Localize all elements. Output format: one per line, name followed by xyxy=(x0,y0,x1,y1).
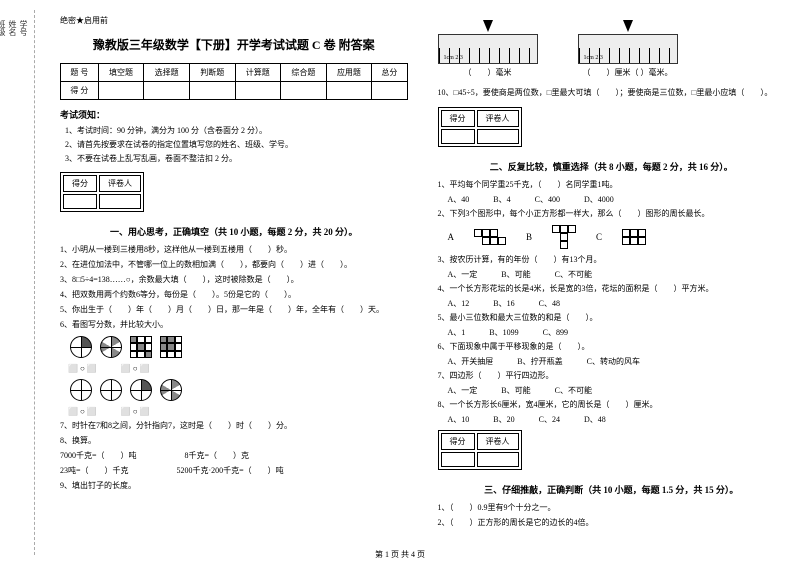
compare-row: ⬜ ○ ⬜ ⬜ ○ ⬜ xyxy=(68,406,400,417)
grader-box: 得分 评卷人 xyxy=(60,172,144,212)
p2q2: 2、下列3个图形中，每个小正方形都一样大，那么（ ）图形的周长最长。 xyxy=(438,208,786,220)
p2q5: 5、最小三位数和最大三位数的和是（ ）。 xyxy=(438,312,786,324)
opt-label: A xyxy=(448,232,455,242)
fraction-row2 xyxy=(70,379,398,401)
fraction-row1 xyxy=(70,336,398,358)
td xyxy=(235,82,281,100)
side-label: 班级 xyxy=(0,20,7,545)
td xyxy=(98,82,144,100)
p2q8: 8、一个长方形长6厘米，宽4厘米，它的周长是（ ）厘米。 xyxy=(438,399,786,411)
ruler-2: 1cm 2 3 （ ）厘米（ ）毫米。 xyxy=(578,20,678,82)
compare-row: ⬜ ○ ⬜ ⬜ ○ ⬜ xyxy=(68,363,400,374)
q10: 10、□45÷5，要使商是两位数，□里最大可填（ ）；要使商是三位数，□里最小应… xyxy=(438,87,786,99)
q1: 1、小明从一楼到三楼用8秒，这样他从一楼到五楼用（ ）秒。 xyxy=(60,244,408,256)
td xyxy=(144,82,190,100)
instruction: 3、不要在试卷上乱写乱画，卷面不整洁扣 2 分。 xyxy=(65,153,408,164)
binding-margin: 学号 姓名 班级 学校 乡镇(街道) xyxy=(10,10,35,555)
p2q3-opts: A、一定 B、可能 C、不可能 xyxy=(448,269,786,280)
p2q4: 4、一个长方形花坛的长是4米，长是宽的3倍，花坛的面积是（ ）平方米。 xyxy=(438,283,786,295)
exam-title: 豫教版三年级数学【下册】开学考试试题 C 卷 附答案 xyxy=(60,36,408,53)
shape-options: A B C xyxy=(448,225,776,249)
p3q2: 2、（ ）正方形的周长是它的边长的4倍。 xyxy=(438,517,786,529)
instruction: 1、考试时间：90 分钟，满分为 100 分（含卷面分 2 分）。 xyxy=(65,125,408,136)
part2-title: 二、反复比较，慎重选择（共 8 小题，每题 2 分，共 16 分）。 xyxy=(438,160,786,173)
tetromino-b-icon xyxy=(552,225,576,249)
arrow-down-icon xyxy=(623,20,633,32)
q7: 7、时针在7和8之间，分针指向7，这时是（ ）时（ ）分。 xyxy=(60,420,408,432)
instruction: 2、请首先按要求在试卷的指定位置填写您的姓名、班级、学号。 xyxy=(65,139,408,150)
grader-name: 评卷人 xyxy=(99,175,141,192)
score-table: 题 号 填空题 选择题 判断题 计算题 综合题 应用题 总分 得 分 xyxy=(60,63,408,100)
th: 填空题 xyxy=(98,64,144,82)
th: 选择题 xyxy=(144,64,190,82)
grid-fraction-icon xyxy=(130,336,152,358)
circle-fraction-icon xyxy=(70,336,92,358)
q2: 2、在进位加法中，不管哪一位上的数相加满（ ），都要向（ ）进（ ）。 xyxy=(60,259,408,271)
ruler-unit: （ ）厘米（ ）毫米。 xyxy=(578,67,678,79)
right-column: 1cm 2 3 （ ）毫米 1cm 2 3 （ ）厘米（ ）毫米。 10、□45… xyxy=(433,10,791,555)
instructions-list: 1、考试时间：90 分钟，满分为 100 分（含卷面分 2 分）。 2、请首先按… xyxy=(60,125,408,164)
td xyxy=(281,82,327,100)
circle-fraction-icon xyxy=(100,336,122,358)
q8: 8、换算。 xyxy=(60,435,408,447)
p2q1-opts: A、40 B、4 C、400 D、4000 xyxy=(448,194,786,205)
p2q4-opts: A、12 B、16 C、48 xyxy=(448,298,786,309)
ruler-icon: 1cm 2 3 xyxy=(438,34,538,64)
side-label: 姓名 xyxy=(7,20,18,545)
tetromino-a-icon xyxy=(474,229,506,245)
circle-fraction-icon xyxy=(160,379,182,401)
p2q1: 1、平均每个同学重25千克，（ ）名同学重1吨。 xyxy=(438,179,786,191)
circle-fraction-icon xyxy=(130,379,152,401)
part1-title: 一、用心思考，正确填空（共 10 小题，每题 2 分，共 20 分）。 xyxy=(60,225,408,238)
td xyxy=(372,82,407,100)
td xyxy=(189,82,235,100)
p2q5-opts: A、1 B、1099 C、899 xyxy=(448,327,786,338)
part3-title: 三、仔细推敲，正确判断（共 10 小题，每题 1.5 分，共 15 分）。 xyxy=(438,483,786,496)
grader-score: 得分 xyxy=(63,175,97,192)
ruler-unit: （ ）毫米 xyxy=(438,67,538,79)
circle-fraction-icon xyxy=(70,379,92,401)
tetromino-c-icon xyxy=(622,229,646,245)
p2q6: 6、下面现象中属于平移现象的是（ ）。 xyxy=(438,341,786,353)
grid-fraction-icon xyxy=(160,336,182,358)
q4: 4、把双数用两个约数6等分，每份是（ ）。5份是它的（ ）。 xyxy=(60,289,408,301)
p2q6-opts: A、开关抽屉 B、拧开瓶盖 C、转动的风车 xyxy=(448,356,786,367)
opt-label: B xyxy=(526,232,532,242)
side-label: 学号 xyxy=(18,20,29,545)
q3: 3、8□5÷4=138……○，余数最大填（ ），这时被除数是（ ）。 xyxy=(60,274,408,286)
th: 判断题 xyxy=(189,64,235,82)
th: 应用题 xyxy=(326,64,372,82)
grader-box: 得分 评卷人 xyxy=(438,107,522,147)
th: 综合题 xyxy=(281,64,327,82)
ruler-1: 1cm 2 3 （ ）毫米 xyxy=(438,20,538,82)
left-column: 绝密★启用前 豫教版三年级数学【下册】开学考试试题 C 卷 附答案 题 号 填空… xyxy=(55,10,413,555)
p2q7: 7、四边形（ ）平行四边形。 xyxy=(438,370,786,382)
q6: 6、看图写分数，并比较大小。 xyxy=(60,319,408,331)
td: 得 分 xyxy=(61,82,99,100)
p2q7-opts: A、一定 B、可能 C、不可能 xyxy=(448,385,786,396)
p2q3: 3、按农历计算，有的年份（ ）有13个月。 xyxy=(438,254,786,266)
ruler-icon: 1cm 2 3 xyxy=(578,34,678,64)
ruler-section: 1cm 2 3 （ ）毫米 1cm 2 3 （ ）厘米（ ）毫米。 xyxy=(438,20,786,82)
q9: 9、填出钉子的长度。 xyxy=(60,480,408,492)
th: 计算题 xyxy=(235,64,281,82)
p2q8-opts: A、10 B、20 C、24 D、48 xyxy=(448,414,786,425)
td xyxy=(326,82,372,100)
th: 题 号 xyxy=(61,64,99,82)
circle-fraction-icon xyxy=(100,379,122,401)
opt-label: C xyxy=(596,232,602,242)
p3q1: 1、（ ）0.9里有9个十分之一。 xyxy=(438,502,786,514)
instructions-title: 考试须知： xyxy=(60,108,408,121)
grader-box: 得分 评卷人 xyxy=(438,430,522,470)
q5: 5、你出生于（ ）年（ ）月（ ）日，那一年是（ ）年，全年有（ ）天。 xyxy=(60,304,408,316)
page-footer: 第 1 页 共 4 页 xyxy=(375,549,425,560)
arrow-down-icon xyxy=(483,20,493,32)
q8b: 23吨=（ ）千克 5200千克·200千克=（ ）吨 xyxy=(60,465,408,477)
th: 总分 xyxy=(372,64,407,82)
confidential-label: 绝密★启用前 xyxy=(60,15,408,26)
q8a: 7000千克=（ ）吨 8千克=（ ）克 xyxy=(60,450,408,462)
